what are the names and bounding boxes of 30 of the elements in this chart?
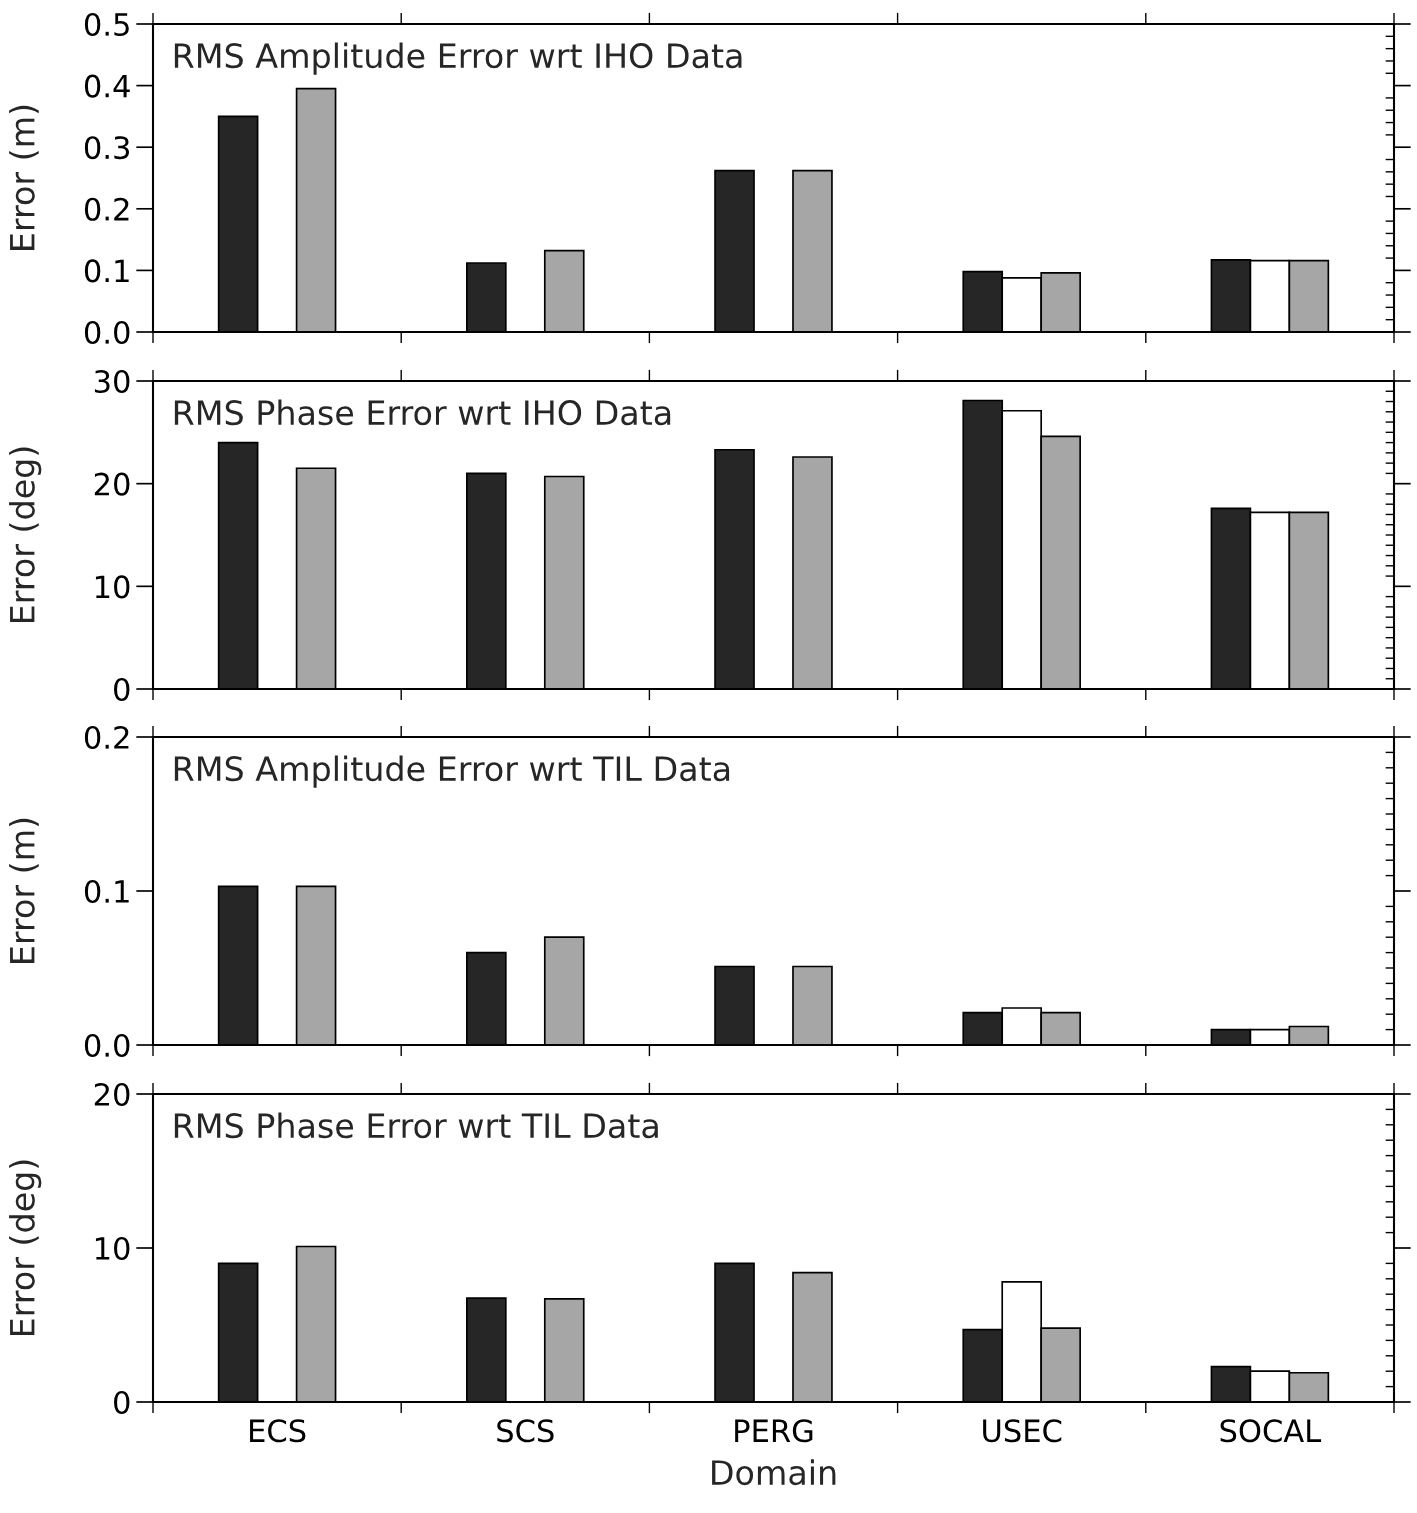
x-tick-label: SOCAL [1220,1419,1322,1443]
text: RMS Amplitude Error wrt TIL Data [174,755,730,788]
y-tick-label: 10 [95,575,130,599]
y-axis-title: Error (deg) [9,447,42,623]
x-tick-label: USEC [983,1419,1062,1443]
y-tick-label: 0.2 [84,197,129,221]
y-tick-label: 0.1 [84,259,129,283]
y-tick-label: 0.0 [84,1033,130,1058]
chart-title: RMS Phase Error wrt IHO Data [174,399,671,426]
x-tick-label: PERG [735,1419,813,1443]
x-tick-label: SCS [497,1419,554,1443]
y-tick-label: 0.3 [84,136,130,160]
y-axis-title: Error (m) [9,105,39,250]
y-axis-title: Error (m) [9,818,39,963]
y-axis-title: Error (deg) [9,1160,42,1336]
y-tick-label: 0.5 [84,12,129,37]
x-tick-label: ECS [250,1419,306,1443]
x-axis-title: Domain [712,1459,836,1486]
y-tick-label: 20 [94,472,130,496]
y-tick-label: 0 [114,1390,130,1415]
y-tick-label: 20 [94,1082,130,1107]
y-tick-label: 10 [95,1236,130,1261]
text: RMS Amplitude Error wrt IHO Data [174,42,742,75]
y-tick-label: 0.4 [84,74,130,98]
y-tick-label: 30 [94,369,130,394]
chart-title: RMS Phase Error wrt TIL Data [174,1112,658,1139]
y-tick-label: 0.0 [84,320,130,345]
y-tick-label: 0.2 [84,725,129,750]
y-tick-label: 0 [114,677,130,702]
y-tick-label: 0.1 [84,879,129,904]
